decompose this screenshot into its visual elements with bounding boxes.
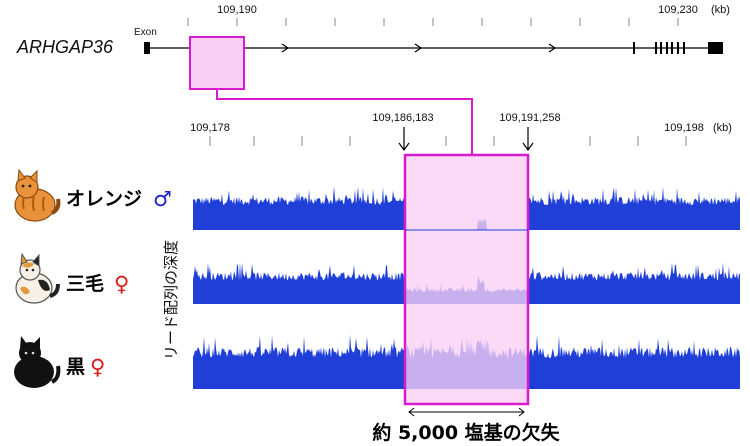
gene-name: ARHGAP36 — [16, 37, 114, 57]
zoom-unit-label: (kb) — [713, 122, 732, 134]
coverage-track-calico — [193, 262, 740, 304]
black-cat-icon — [14, 336, 61, 388]
male-symbol: ♂ — [153, 187, 172, 211]
zoom-tick-label-2: 109,198 — [664, 122, 704, 134]
exon-1 — [144, 42, 150, 54]
direction-arrows — [281, 43, 557, 53]
zoom-tick-label-1: 109,178 — [190, 122, 230, 134]
exon-cluster — [633, 42, 723, 54]
deletion-highlight-box — [403, 153, 530, 406]
zoom-axis: 109,178 109,198 (kb) 109,186,183 109,191… — [190, 112, 732, 152]
track-label-calico: 三毛 — [66, 273, 104, 295]
calico-cat-icon — [15, 252, 60, 304]
female-symbol-black: ♀ — [90, 355, 105, 379]
gene-highlight-box — [189, 36, 245, 90]
orange-cat-icon — [14, 168, 61, 222]
gene-unit-label: (kb) — [711, 4, 730, 16]
y-axis-label: リード配列の深度 — [162, 240, 180, 360]
gene-panel: 109,190 109,230 (kb) ARHGAP36 Exon — [16, 4, 730, 90]
breakpoint-label-right: 109,191,258 — [499, 112, 560, 124]
track-label-black: 黒 — [66, 356, 85, 378]
breakpoint-label-left: 109,186,183 — [372, 112, 433, 124]
coverage-track-orange — [193, 186, 740, 230]
exon-label: Exon — [134, 27, 157, 38]
deletion-label: 約 5,000 塩基の欠失 — [372, 421, 560, 444]
track-label-orange: オレンジ — [66, 188, 142, 210]
gene-tick-label-2: 109,230 — [658, 4, 698, 16]
female-symbol-calico: ♀ — [114, 272, 129, 296]
gene-tick-label-1: 109,190 — [217, 4, 257, 16]
zoom-connector — [216, 89, 473, 155]
deletion-span — [408, 407, 525, 417]
